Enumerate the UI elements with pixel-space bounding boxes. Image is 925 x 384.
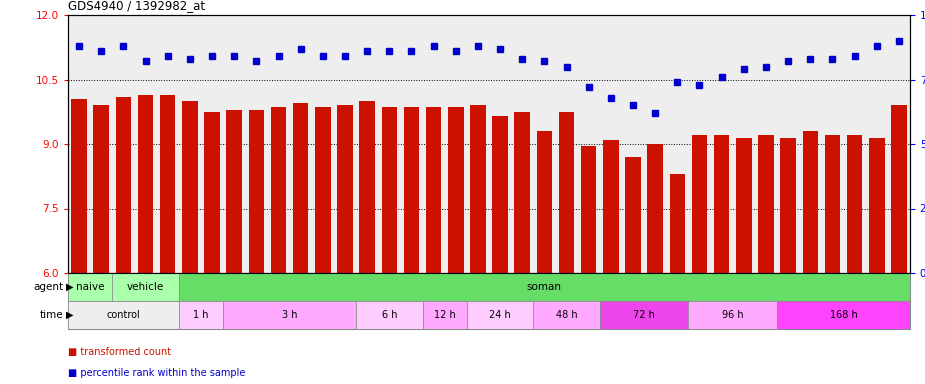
Bar xyxy=(71,99,87,273)
Bar xyxy=(777,301,910,329)
Bar xyxy=(93,105,109,273)
Text: 96 h: 96 h xyxy=(722,310,744,320)
Bar xyxy=(688,301,777,329)
Bar xyxy=(692,136,708,273)
Bar xyxy=(534,301,599,329)
Bar xyxy=(227,109,242,273)
Bar xyxy=(581,146,597,273)
Text: ■ percentile rank within the sample: ■ percentile rank within the sample xyxy=(68,368,245,378)
Bar xyxy=(514,112,530,273)
Bar xyxy=(426,108,441,273)
Bar xyxy=(891,105,906,273)
Bar xyxy=(381,108,397,273)
Bar xyxy=(179,273,910,301)
Bar xyxy=(714,136,730,273)
Bar xyxy=(403,108,419,273)
Bar xyxy=(179,301,223,329)
Bar xyxy=(603,140,619,273)
Bar xyxy=(536,131,552,273)
Bar xyxy=(803,131,818,273)
Bar xyxy=(869,137,884,273)
Bar xyxy=(648,144,663,273)
Bar xyxy=(160,94,176,273)
Text: 1 h: 1 h xyxy=(193,310,209,320)
Text: 168 h: 168 h xyxy=(830,310,857,320)
Bar xyxy=(182,101,198,273)
Bar xyxy=(360,101,375,273)
Text: ■ transformed count: ■ transformed count xyxy=(68,347,171,357)
Bar xyxy=(599,301,688,329)
Text: 3 h: 3 h xyxy=(282,310,297,320)
Text: 12 h: 12 h xyxy=(434,310,455,320)
Text: 24 h: 24 h xyxy=(489,310,511,320)
Bar xyxy=(423,301,467,329)
Bar xyxy=(448,108,463,273)
Text: 72 h: 72 h xyxy=(634,310,655,320)
Bar xyxy=(781,137,796,273)
Bar xyxy=(825,136,840,273)
Bar xyxy=(112,273,179,301)
Bar xyxy=(338,105,352,273)
Text: ▶: ▶ xyxy=(67,310,74,320)
Text: ▶: ▶ xyxy=(67,282,74,292)
Bar xyxy=(625,157,641,273)
Bar xyxy=(204,112,220,273)
Bar xyxy=(559,112,574,273)
Bar xyxy=(356,301,423,329)
Text: control: control xyxy=(106,310,141,320)
Bar xyxy=(223,301,356,329)
Bar xyxy=(271,108,286,273)
Text: vehicle: vehicle xyxy=(127,282,164,292)
Bar xyxy=(470,105,486,273)
Bar xyxy=(736,137,752,273)
Bar xyxy=(315,108,330,273)
Text: 6 h: 6 h xyxy=(381,310,397,320)
Text: GDS4940 / 1392982_at: GDS4940 / 1392982_at xyxy=(68,0,205,12)
Text: naive: naive xyxy=(76,282,105,292)
Bar xyxy=(68,273,112,301)
Bar xyxy=(467,301,534,329)
Bar xyxy=(138,94,154,273)
Text: 48 h: 48 h xyxy=(556,310,577,320)
Bar xyxy=(492,116,508,273)
Bar xyxy=(68,301,179,329)
Bar xyxy=(249,109,265,273)
Text: time: time xyxy=(40,310,64,320)
Bar xyxy=(293,103,308,273)
Text: soman: soman xyxy=(527,282,561,292)
Bar xyxy=(116,97,131,273)
Text: agent: agent xyxy=(33,282,64,292)
Bar xyxy=(670,174,685,273)
Bar xyxy=(758,136,773,273)
Bar xyxy=(847,136,862,273)
